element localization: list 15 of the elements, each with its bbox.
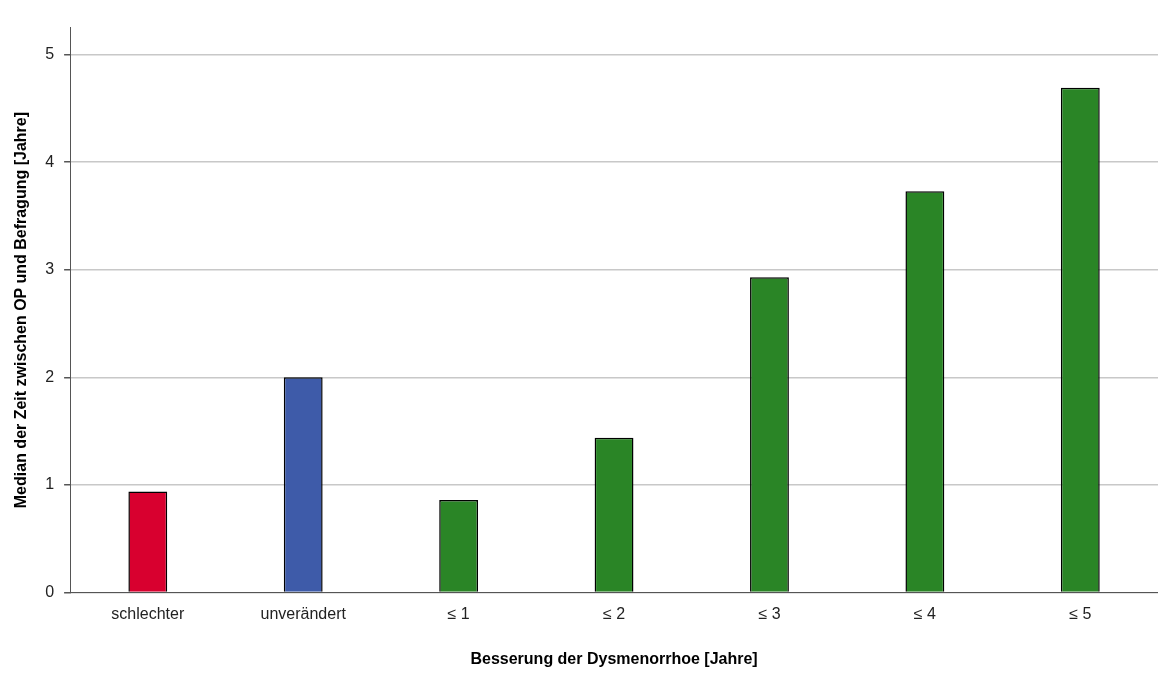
x-tick-label: ≤ 4 [913,604,937,622]
y-tick-label: 5 [45,44,55,62]
x-tick-label: ≤ 3 [758,604,781,622]
x-tick-label: ≤ 1 [447,604,470,622]
y-tick-label: 2 [45,367,55,385]
y-axis-title: Median der Zeit zwischen OP und Befragung [Jahre] [12,111,30,509]
y-tick-label: 3 [45,260,55,278]
x-axis-title: Besserung der Dysmenorrhoe [Jahre] [470,649,758,667]
y-tick-label: 0 [45,583,55,601]
y-tick-label: 4 [45,152,55,170]
x-tick-label: schlechter [111,604,185,622]
x-tick-label: ≤ 2 [602,604,626,622]
x-tick-label: ≤ 5 [1069,604,1092,622]
x-tick-label: unverändert [260,604,347,622]
y-tick-label: 1 [45,475,55,493]
